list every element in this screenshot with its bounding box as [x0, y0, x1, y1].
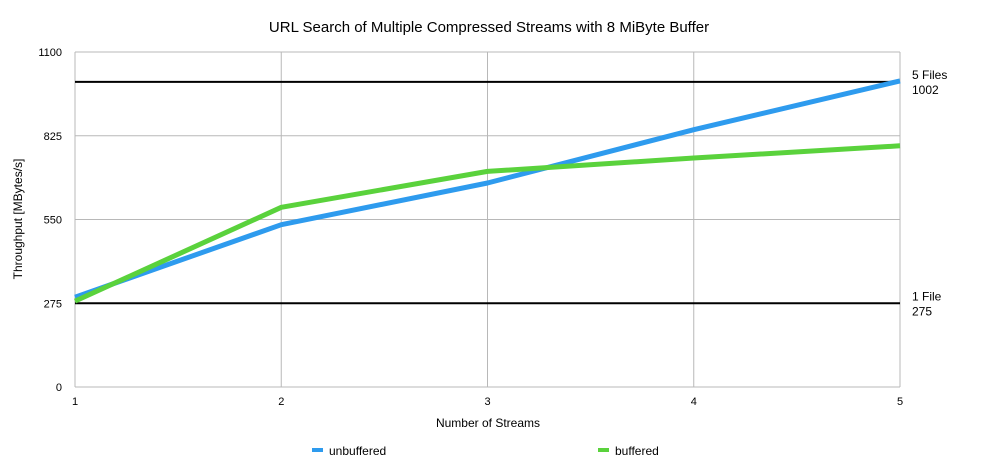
reference-value: 275: [912, 304, 932, 318]
reference-label: 1 File: [912, 289, 942, 303]
y-tick-label: 825: [44, 131, 62, 143]
y-tick-label: 550: [44, 215, 62, 227]
tick-labels: 0 275 550 825 1100 1 2 3 4 5: [38, 47, 903, 408]
chart-title: URL Search of Multiple Compressed Stream…: [269, 19, 709, 36]
x-tick-label: 4: [691, 396, 697, 408]
x-tick-label: 3: [484, 396, 490, 408]
y-axis-label: Throughput [MBytes/s]: [11, 159, 25, 280]
legend: unbuffered buffered: [312, 444, 659, 458]
legend-label-unbuffered: unbuffered: [329, 444, 386, 458]
x-tick-label: 5: [897, 396, 903, 408]
series-lines: [73, 78, 901, 304]
reference-label: 5 Files: [912, 68, 947, 82]
y-tick-label: 275: [44, 298, 62, 310]
x-tick-label: 1: [72, 396, 78, 408]
y-tick-label: 1100: [38, 47, 62, 59]
x-axis-label: Number of Streams: [436, 416, 540, 430]
reference-value: 1002: [912, 83, 939, 97]
grid: [74, 51, 901, 388]
x-tick-label: 2: [278, 396, 284, 408]
y-tick-label: 0: [56, 382, 62, 394]
legend-label-buffered: buffered: [615, 444, 659, 458]
